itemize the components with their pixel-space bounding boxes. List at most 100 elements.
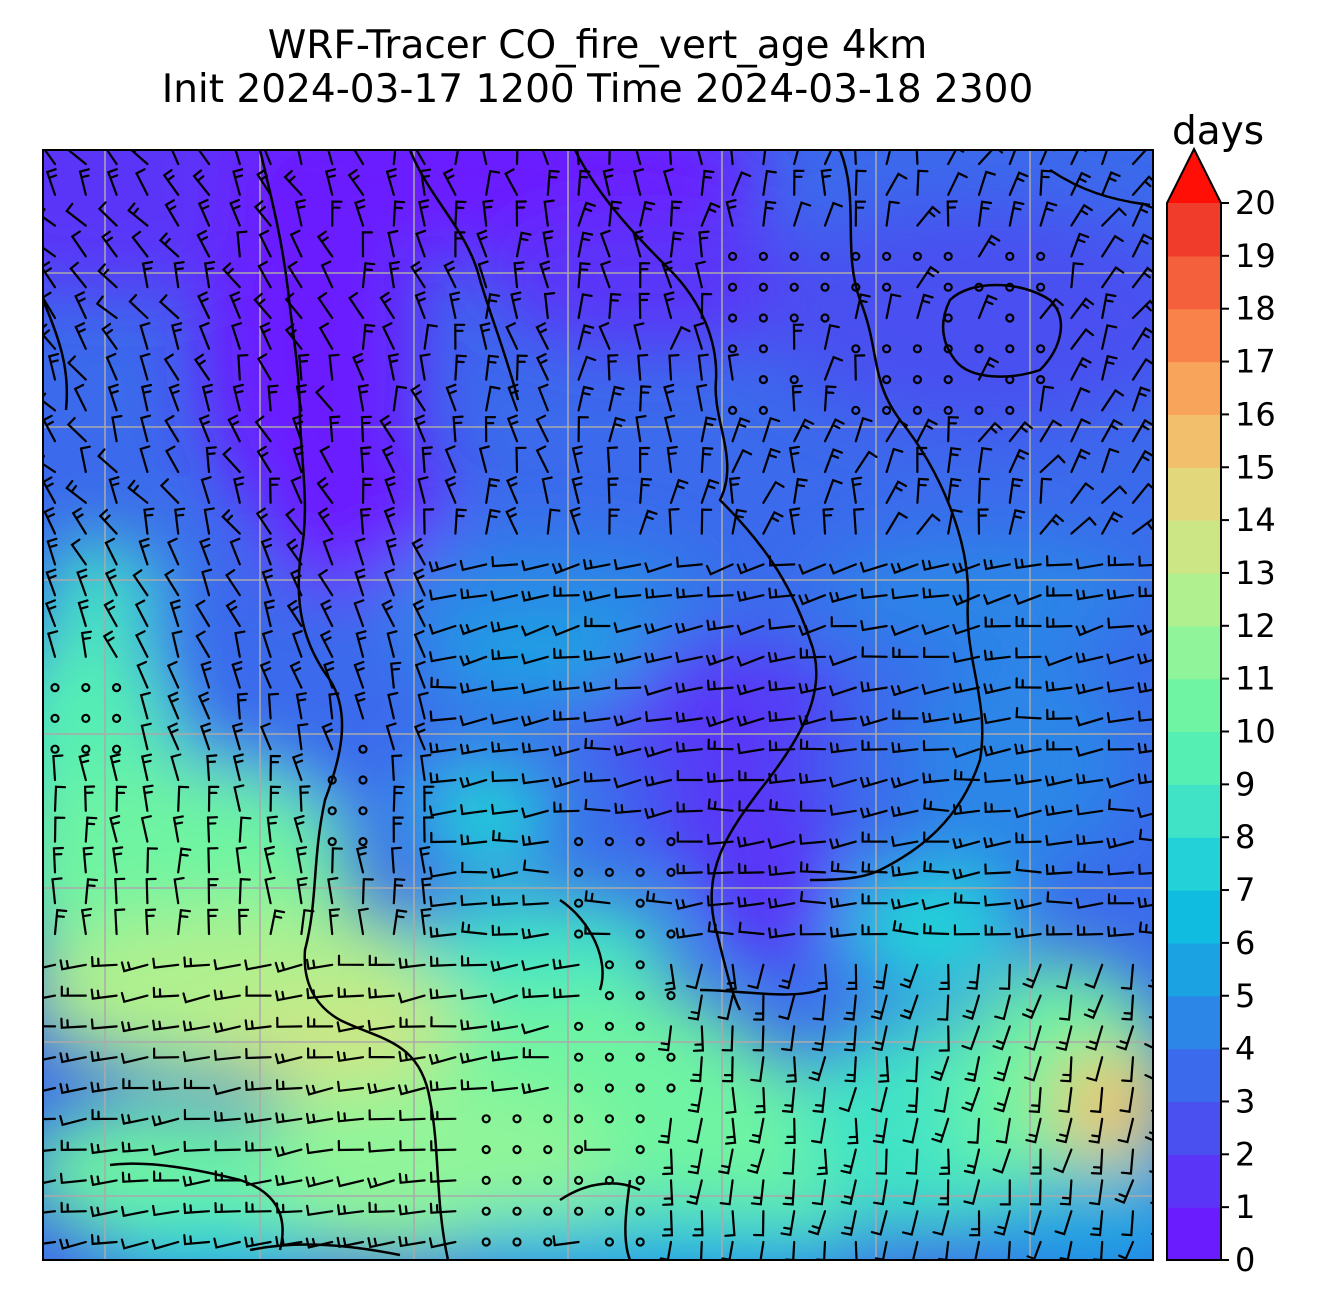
wind-barb — [430, 955, 457, 967]
calm-wind-marker — [851, 344, 861, 354]
wind-barb — [1131, 175, 1153, 196]
wind-barb — [490, 1020, 519, 1032]
wind-barb — [963, 1179, 981, 1206]
wind-barb — [727, 353, 739, 381]
wind-barb — [890, 898, 919, 910]
wind-barb — [491, 741, 519, 753]
wind-barb — [731, 171, 752, 196]
wind-barb — [952, 868, 981, 880]
wind-barb — [718, 1148, 734, 1175]
wind-barb — [1076, 804, 1104, 816]
wind-barb — [700, 446, 714, 474]
wind-barb — [182, 992, 211, 1004]
wind-barb — [307, 1016, 334, 1028]
wind-barb — [460, 894, 488, 907]
wind-barb — [491, 680, 519, 692]
calm-wind-marker — [111, 744, 122, 754]
wind-barb — [165, 445, 180, 474]
wind-barb — [829, 563, 857, 575]
calm-wind-marker — [635, 898, 645, 908]
wind-barb — [602, 168, 614, 196]
wind-barb — [430, 1016, 457, 1028]
wind-barb — [353, 150, 365, 166]
wind-barb — [799, 833, 827, 845]
wind-barb — [541, 150, 549, 166]
wind-barb — [183, 956, 211, 968]
wind-barb — [1075, 558, 1104, 570]
calm-wind-marker — [666, 1052, 676, 1062]
wind-barb — [454, 354, 467, 381]
colorbar-segment — [1167, 203, 1221, 257]
wind-barb — [51, 877, 63, 905]
wind-barb — [553, 709, 580, 721]
wind-barb — [1085, 1025, 1104, 1051]
wind-barb — [583, 771, 611, 783]
wind-barb — [244, 1236, 272, 1248]
wind-barb — [417, 691, 429, 720]
wind-barb — [1055, 1025, 1073, 1052]
wind-barb — [830, 860, 857, 874]
wind-barb — [182, 1175, 211, 1187]
wind-barb — [30, 1266, 55, 1275]
wind-barb — [267, 692, 280, 720]
wind-barb — [1089, 1273, 1102, 1297]
wind-barb — [120, 961, 149, 973]
wind-barb — [705, 563, 734, 576]
wind-barb — [1039, 477, 1053, 504]
wind-barb — [410, 261, 426, 289]
wind-barb — [632, 168, 645, 196]
wind-barb — [69, 261, 87, 289]
calm-wind-marker — [635, 929, 645, 939]
wind-barb — [513, 261, 525, 289]
wind-barb — [1116, 1025, 1135, 1051]
wind-barb — [977, 234, 1001, 258]
wind-barb — [71, 507, 87, 535]
wind-barb — [329, 415, 341, 443]
wind-barb — [984, 772, 1011, 784]
wind-barb — [952, 623, 981, 635]
wind-barb — [1107, 739, 1135, 751]
wind-barb — [762, 200, 777, 227]
wind-barb — [736, 590, 765, 602]
wind-barb — [1101, 324, 1118, 350]
wind-barb — [260, 537, 273, 566]
wind-barb — [491, 1080, 519, 1092]
wind-barb — [354, 568, 366, 597]
wind-barb — [314, 385, 334, 412]
wind-barb — [707, 586, 734, 598]
wind-barb — [1131, 418, 1153, 443]
wind-barb — [231, 660, 243, 689]
wind-barb — [139, 445, 151, 474]
wind-barb — [100, 230, 118, 258]
wind-barb — [256, 445, 272, 474]
wind-barb — [354, 537, 366, 566]
wind-barb — [238, 816, 252, 843]
wind-barb — [386, 630, 398, 658]
calm-wind-marker — [81, 744, 91, 754]
wind-barb — [284, 323, 303, 350]
wind-barb — [76, 568, 88, 597]
wind-barb — [614, 587, 642, 599]
wind-barb — [460, 588, 488, 600]
wind-barb — [577, 169, 591, 196]
wind-barb — [829, 926, 857, 938]
wind-barb — [79, 445, 91, 474]
wind-barb — [128, 293, 149, 320]
wind-barb — [231, 322, 243, 350]
wind-barb — [902, 1117, 919, 1144]
wind-barb — [725, 963, 737, 991]
wind-barb — [915, 150, 919, 166]
colorbar-segment — [1167, 837, 1221, 891]
wind-barb — [122, 1078, 149, 1090]
wind-barb — [584, 737, 611, 751]
wind-barb — [207, 785, 220, 812]
wind-barb — [283, 169, 303, 196]
wind-barb — [1101, 388, 1125, 412]
calm-wind-marker — [50, 713, 60, 724]
wind-barb — [1007, 1240, 1011, 1260]
wind-barb — [195, 630, 211, 658]
wind-barb — [398, 992, 426, 1004]
wind-barb — [275, 1202, 303, 1214]
wind-barb — [793, 418, 815, 443]
wind-barb — [692, 1210, 704, 1237]
